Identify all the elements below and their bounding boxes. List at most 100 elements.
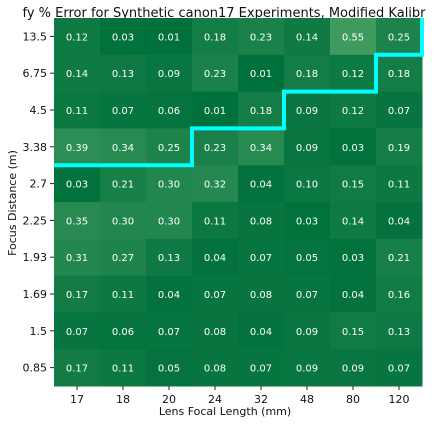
cell-value-label: 0.55 <box>342 32 364 43</box>
heatmap-cell <box>330 128 377 166</box>
cell-value-label: 0.03 <box>342 143 364 154</box>
heatmap-cell <box>330 18 377 56</box>
heatmap-cell <box>100 128 147 166</box>
y-tick-label: 3.38 <box>23 141 48 154</box>
cell-value-label: 0.21 <box>388 253 410 264</box>
cell-value-label: 0.04 <box>204 253 226 264</box>
x-tick-label: 24 <box>208 393 222 406</box>
cell-value-label: 0.34 <box>250 143 272 154</box>
x-tick-label: 48 <box>300 393 314 406</box>
cell-value-label: 0.18 <box>250 106 272 117</box>
heatmap-cell <box>100 165 147 203</box>
heatmap-value-labels: 0.12 0.03 0.01 0.18 0.23 0.14 0.55 0.25 0.14 0.13… <box>66 32 410 374</box>
heatmap-cells <box>54 18 423 387</box>
heatmap-cell <box>192 275 239 313</box>
cell-value-label: 0.04 <box>250 327 272 338</box>
cell-value-label: 0.35 <box>66 216 88 227</box>
heatmap-cell <box>376 91 423 129</box>
heatmap-cell <box>376 202 423 240</box>
heatmap-cell <box>376 238 423 277</box>
heatmap-cell <box>100 275 147 313</box>
y-tick-label: 2.7 <box>30 178 48 191</box>
cell-value-label: 0.14 <box>296 32 318 43</box>
heatmap-cell <box>284 18 331 56</box>
cell-value-label: 0.23 <box>204 143 226 154</box>
cell-value-label: 0.30 <box>158 180 180 191</box>
heatmap-cell <box>284 275 331 313</box>
heatmap-cell <box>100 312 147 350</box>
heatmap-cell <box>100 18 147 56</box>
cell-value-label: 0.04 <box>250 180 272 191</box>
cell-value-label: 0.13 <box>388 327 410 338</box>
cell-value-label: 0.12 <box>342 106 364 117</box>
cell-value-label: 0.07 <box>66 327 88 338</box>
heatmap-cell <box>192 312 239 350</box>
heatmap-cell <box>100 54 147 93</box>
cell-value-label: 0.30 <box>158 216 180 227</box>
heatmap-cell <box>238 275 285 313</box>
cell-value-label: 0.11 <box>66 106 88 117</box>
heatmap-cell <box>54 349 101 387</box>
heatmap-cell <box>54 312 101 350</box>
cell-value-label: 0.34 <box>112 143 134 154</box>
cell-value-label: 0.08 <box>250 216 272 227</box>
cell-value-label: 0.25 <box>158 143 180 154</box>
heatmap-cell <box>330 165 377 203</box>
heatmap-cell <box>54 238 101 277</box>
cell-value-label: 0.07 <box>388 364 410 375</box>
cell-value-label: 0.07 <box>112 106 134 117</box>
y-tick-label: 13.5 <box>23 30 48 43</box>
heatmap-cell <box>376 165 423 203</box>
cell-value-label: 0.27 <box>112 253 134 264</box>
heatmap-cell <box>146 238 193 277</box>
cell-value-label: 0.09 <box>296 327 318 338</box>
x-axis-label: Lens Focal Length (mm) <box>159 405 291 418</box>
heatmap-cell <box>238 312 285 350</box>
heatmap-cell <box>54 91 101 129</box>
cell-value-label: 0.07 <box>388 106 410 117</box>
heatmap-cell <box>330 91 377 129</box>
cell-value-label: 0.18 <box>296 69 318 80</box>
cell-value-label: 0.05 <box>158 364 180 375</box>
heatmap-cell <box>330 54 377 93</box>
heatmap-cell <box>330 349 377 387</box>
cell-value-label: 0.25 <box>388 32 410 43</box>
heatmap-cell <box>192 128 239 166</box>
heatmap-cell <box>238 54 285 93</box>
heatmap-cell <box>146 275 193 313</box>
cell-value-label: 0.21 <box>112 180 134 191</box>
y-axis-label: Focus Distance (m) <box>6 150 19 256</box>
heatmap-cell <box>284 91 331 129</box>
cell-value-label: 0.15 <box>342 327 364 338</box>
heatmap-cell <box>192 165 239 203</box>
cell-value-label: 0.05 <box>296 253 318 264</box>
heatmap-cell <box>192 54 239 93</box>
y-tick-label: 2.25 <box>23 214 48 227</box>
cell-value-label: 0.03 <box>296 216 318 227</box>
x-tick-label: 17 <box>70 393 84 406</box>
heatmap-cell <box>330 312 377 350</box>
x-tick-label: 20 <box>162 393 176 406</box>
cell-value-label: 0.08 <box>250 290 272 301</box>
y-tick-label: 1.69 <box>23 288 48 301</box>
heatmap-cell <box>54 275 101 313</box>
cell-value-label: 0.11 <box>204 216 226 227</box>
cell-value-label: 0.31 <box>66 253 88 264</box>
heatmap-cell <box>284 202 331 240</box>
heatmap-cell <box>284 238 331 277</box>
y-tick-label: 6.75 <box>23 67 48 80</box>
heatmap-cell <box>192 18 239 56</box>
cell-value-label: 0.15 <box>342 180 364 191</box>
cell-value-label: 0.01 <box>204 106 226 117</box>
cell-value-label: 0.08 <box>204 327 226 338</box>
heatmap-cell <box>54 128 101 166</box>
cell-value-label: 0.19 <box>388 143 410 154</box>
heatmap-cell <box>238 128 285 166</box>
heatmap-cell <box>284 165 331 203</box>
heatmap-cell <box>330 275 377 313</box>
heatmap-cell <box>376 275 423 313</box>
heatmap-cell <box>146 312 193 350</box>
cell-value-label: 0.09 <box>296 106 318 117</box>
heatmap-cell <box>54 18 101 56</box>
cell-value-label: 0.17 <box>66 290 88 301</box>
